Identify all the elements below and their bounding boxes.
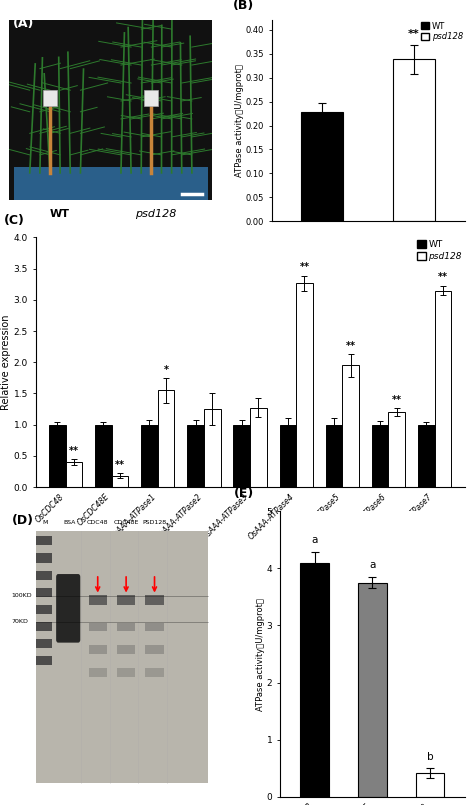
Bar — [296, 283, 313, 487]
Bar — [117, 668, 135, 677]
Bar — [146, 596, 164, 605]
Legend: WT, psd128: WT, psd128 — [417, 240, 462, 261]
Bar — [117, 622, 135, 631]
Text: CDC48: CDC48 — [87, 521, 109, 526]
Bar — [36, 656, 52, 666]
Bar — [233, 425, 250, 487]
Bar — [36, 554, 52, 563]
Bar — [65, 462, 82, 487]
Text: BSA: BSA — [63, 521, 75, 526]
Bar — [300, 563, 329, 797]
Bar — [187, 425, 204, 487]
Y-axis label: ATPase activity（U/mgprot）: ATPase activity（U/mgprot） — [256, 597, 265, 711]
Bar — [36, 571, 52, 580]
Bar — [280, 425, 296, 487]
Bar — [89, 668, 107, 677]
Text: 100KD: 100KD — [11, 593, 32, 598]
Text: PSD128: PSD128 — [143, 521, 166, 526]
Bar — [388, 412, 405, 487]
Text: **: ** — [69, 446, 79, 456]
Bar — [117, 646, 135, 654]
Bar — [43, 90, 57, 106]
Bar — [95, 425, 112, 487]
Bar — [36, 639, 52, 648]
Text: (D): (D) — [11, 514, 34, 527]
Bar — [146, 668, 164, 677]
Text: (E): (E) — [234, 487, 254, 500]
Bar — [49, 425, 65, 487]
Text: **: ** — [346, 341, 356, 351]
Bar — [14, 167, 208, 200]
Bar — [372, 425, 388, 487]
Text: (C): (C) — [3, 214, 24, 228]
Bar — [418, 425, 435, 487]
Bar — [112, 476, 128, 487]
Text: b: b — [427, 752, 433, 762]
Text: psd128: psd128 — [135, 208, 176, 219]
Bar — [144, 90, 158, 106]
Bar — [141, 425, 158, 487]
Bar — [358, 583, 387, 797]
Bar — [36, 622, 52, 631]
Text: **: ** — [300, 262, 310, 272]
Text: a: a — [369, 560, 375, 570]
Text: (B): (B) — [233, 0, 254, 12]
Bar — [89, 596, 107, 605]
Bar — [435, 291, 451, 487]
Bar — [9, 20, 212, 200]
Bar — [36, 536, 52, 546]
Bar — [89, 622, 107, 631]
Bar — [204, 409, 220, 487]
Bar — [342, 365, 359, 487]
Bar — [146, 622, 164, 631]
Bar — [36, 531, 208, 782]
Bar — [393, 60, 435, 221]
Bar — [89, 646, 107, 654]
Legend: WT, psd128: WT, psd128 — [421, 22, 463, 41]
Text: **: ** — [115, 460, 125, 470]
Text: a: a — [311, 535, 318, 546]
Bar — [416, 773, 444, 797]
Text: **: ** — [438, 272, 448, 283]
Bar — [36, 605, 52, 614]
Bar — [301, 112, 343, 221]
Text: **: ** — [392, 395, 402, 405]
Text: 70KD: 70KD — [11, 619, 28, 624]
Text: **: ** — [408, 29, 420, 39]
Text: M: M — [42, 521, 48, 526]
FancyBboxPatch shape — [56, 574, 80, 642]
Bar — [326, 425, 342, 487]
Text: (A): (A) — [12, 18, 34, 31]
Bar — [146, 646, 164, 654]
Bar — [250, 408, 267, 487]
Bar — [158, 390, 174, 487]
Y-axis label: ATPase activity（U/mgprot）: ATPase activity（U/mgprot） — [235, 64, 244, 177]
Bar — [117, 596, 135, 605]
Y-axis label: Relative expression: Relative expression — [1, 315, 11, 410]
Text: CDC48E: CDC48E — [113, 521, 139, 526]
Text: WT: WT — [50, 208, 70, 219]
Bar — [36, 588, 52, 597]
Text: *: * — [164, 365, 169, 374]
